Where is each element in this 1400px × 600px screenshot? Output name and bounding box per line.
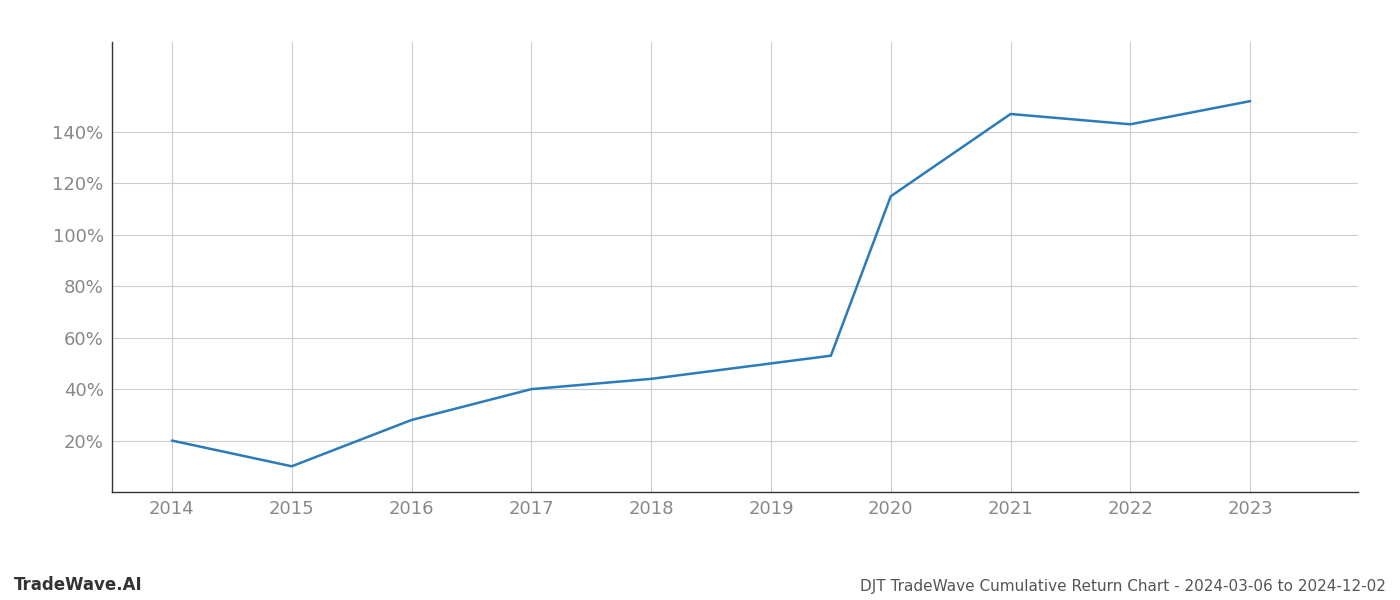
Text: DJT TradeWave Cumulative Return Chart - 2024-03-06 to 2024-12-02: DJT TradeWave Cumulative Return Chart - … xyxy=(860,579,1386,594)
Text: TradeWave.AI: TradeWave.AI xyxy=(14,576,143,594)
